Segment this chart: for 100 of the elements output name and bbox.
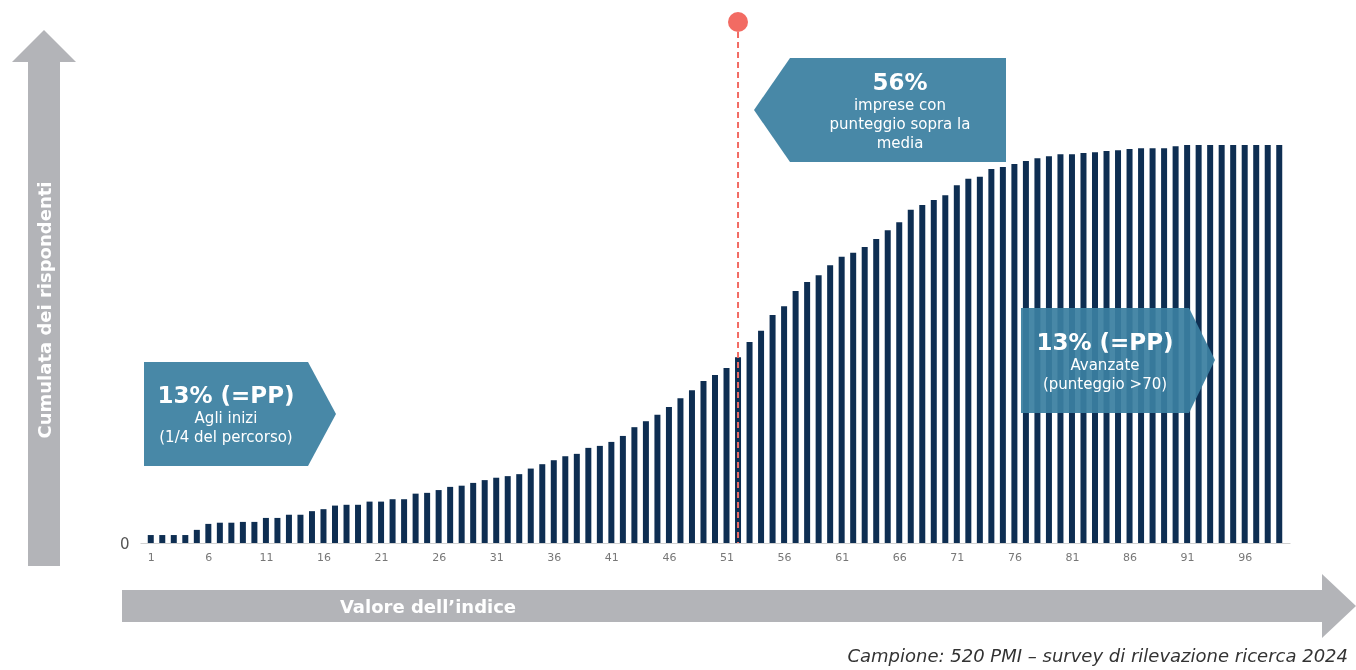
bar xyxy=(550,460,557,543)
bar xyxy=(804,281,811,543)
text: Campione: 520 PMI – survey di rilevazione ricerca 2024 xyxy=(847,645,1348,666)
bar xyxy=(976,176,983,543)
annotation: 56% imprese con punteggio sopra la media xyxy=(828,67,972,153)
bar xyxy=(562,456,569,543)
x-tick-label: 21 xyxy=(374,550,389,564)
x-tick-label: 1 xyxy=(147,550,155,564)
x-tick-label: 26 xyxy=(432,550,447,564)
bar xyxy=(1230,145,1237,543)
x-tick-label: 51 xyxy=(720,550,735,564)
bar xyxy=(781,306,788,543)
bar xyxy=(216,522,223,543)
bar xyxy=(769,314,776,543)
bar xyxy=(366,501,373,543)
bar xyxy=(493,477,500,543)
bar xyxy=(251,521,258,543)
bar xyxy=(827,265,834,543)
bar xyxy=(389,499,396,543)
bar xyxy=(642,421,649,543)
bar xyxy=(424,492,431,543)
bar xyxy=(1253,145,1260,543)
annotation: 13% (=PP) Avanzate (punteggio >70) xyxy=(1035,327,1175,394)
x-tick-label: 76 xyxy=(1007,550,1022,564)
bar xyxy=(378,501,385,543)
bar xyxy=(619,435,626,543)
bar xyxy=(516,474,523,543)
bar xyxy=(861,246,868,543)
bar xyxy=(688,390,695,543)
x-tick-label: 31 xyxy=(489,550,504,564)
x-tick-label: 6 xyxy=(205,550,213,564)
bar xyxy=(308,511,315,543)
bar xyxy=(723,367,730,543)
x-tick-label: 46 xyxy=(662,550,677,564)
bar xyxy=(608,441,615,543)
x-tick-label: 91 xyxy=(1180,550,1195,564)
bar xyxy=(942,195,949,543)
y-axis-title: Cumulata dei rispondenti xyxy=(33,181,55,439)
bar xyxy=(850,252,857,543)
bar xyxy=(896,222,903,543)
bar xyxy=(665,406,672,543)
bar xyxy=(527,468,534,543)
bar xyxy=(1218,145,1225,543)
bar xyxy=(596,445,603,543)
bar xyxy=(228,522,235,543)
bar xyxy=(447,486,454,543)
x-tick-label: 86 xyxy=(1123,550,1138,564)
bar xyxy=(1264,145,1271,543)
x-tick-label: 66 xyxy=(892,550,907,564)
bar xyxy=(1011,164,1018,543)
bar xyxy=(504,476,511,543)
bar xyxy=(481,480,488,543)
bar xyxy=(988,168,995,543)
bar xyxy=(147,535,154,543)
bar xyxy=(1207,145,1214,543)
bar xyxy=(712,375,718,543)
bar xyxy=(274,517,281,543)
x-tick-label: 96 xyxy=(1238,550,1253,564)
bar xyxy=(999,166,1006,543)
bar xyxy=(919,205,926,543)
bar xyxy=(182,535,189,543)
bar xyxy=(285,514,292,543)
bar xyxy=(585,447,592,543)
x-tick-label: 81 xyxy=(1065,550,1080,564)
bar xyxy=(838,256,845,543)
bar xyxy=(205,523,212,543)
x-tick-label: 16 xyxy=(316,550,331,564)
bar xyxy=(170,535,177,543)
bar xyxy=(539,464,546,543)
bar xyxy=(1241,145,1248,543)
x-axis-title: Valore dell’indice xyxy=(339,595,517,617)
bar xyxy=(700,381,707,543)
bar xyxy=(677,398,684,543)
bar xyxy=(262,517,269,543)
annotation: 13% (=PP) Agli inizi (1/4 del percorso) xyxy=(156,381,296,447)
x-tick-label: 56 xyxy=(777,550,792,564)
bar xyxy=(159,535,166,543)
bar xyxy=(815,275,822,543)
bar xyxy=(193,529,200,543)
x-tick-label: 11 xyxy=(259,550,274,564)
bar xyxy=(458,485,465,543)
bar xyxy=(965,178,972,543)
x-tick-label: 41 xyxy=(604,550,619,564)
bar xyxy=(435,490,442,543)
bar xyxy=(953,185,960,543)
bar xyxy=(1276,145,1283,543)
x-tick-label: 61 xyxy=(835,550,850,564)
bar xyxy=(297,514,304,543)
bar xyxy=(873,238,880,543)
bar xyxy=(907,209,914,543)
bar xyxy=(573,453,580,543)
bar xyxy=(746,342,753,543)
bar xyxy=(758,330,765,543)
bar xyxy=(792,291,799,543)
text: 0 xyxy=(120,535,130,553)
bar xyxy=(332,505,338,543)
bar xyxy=(412,493,419,543)
bar xyxy=(355,504,362,543)
bar xyxy=(320,509,327,543)
x-tick-label: 36 xyxy=(547,550,562,564)
